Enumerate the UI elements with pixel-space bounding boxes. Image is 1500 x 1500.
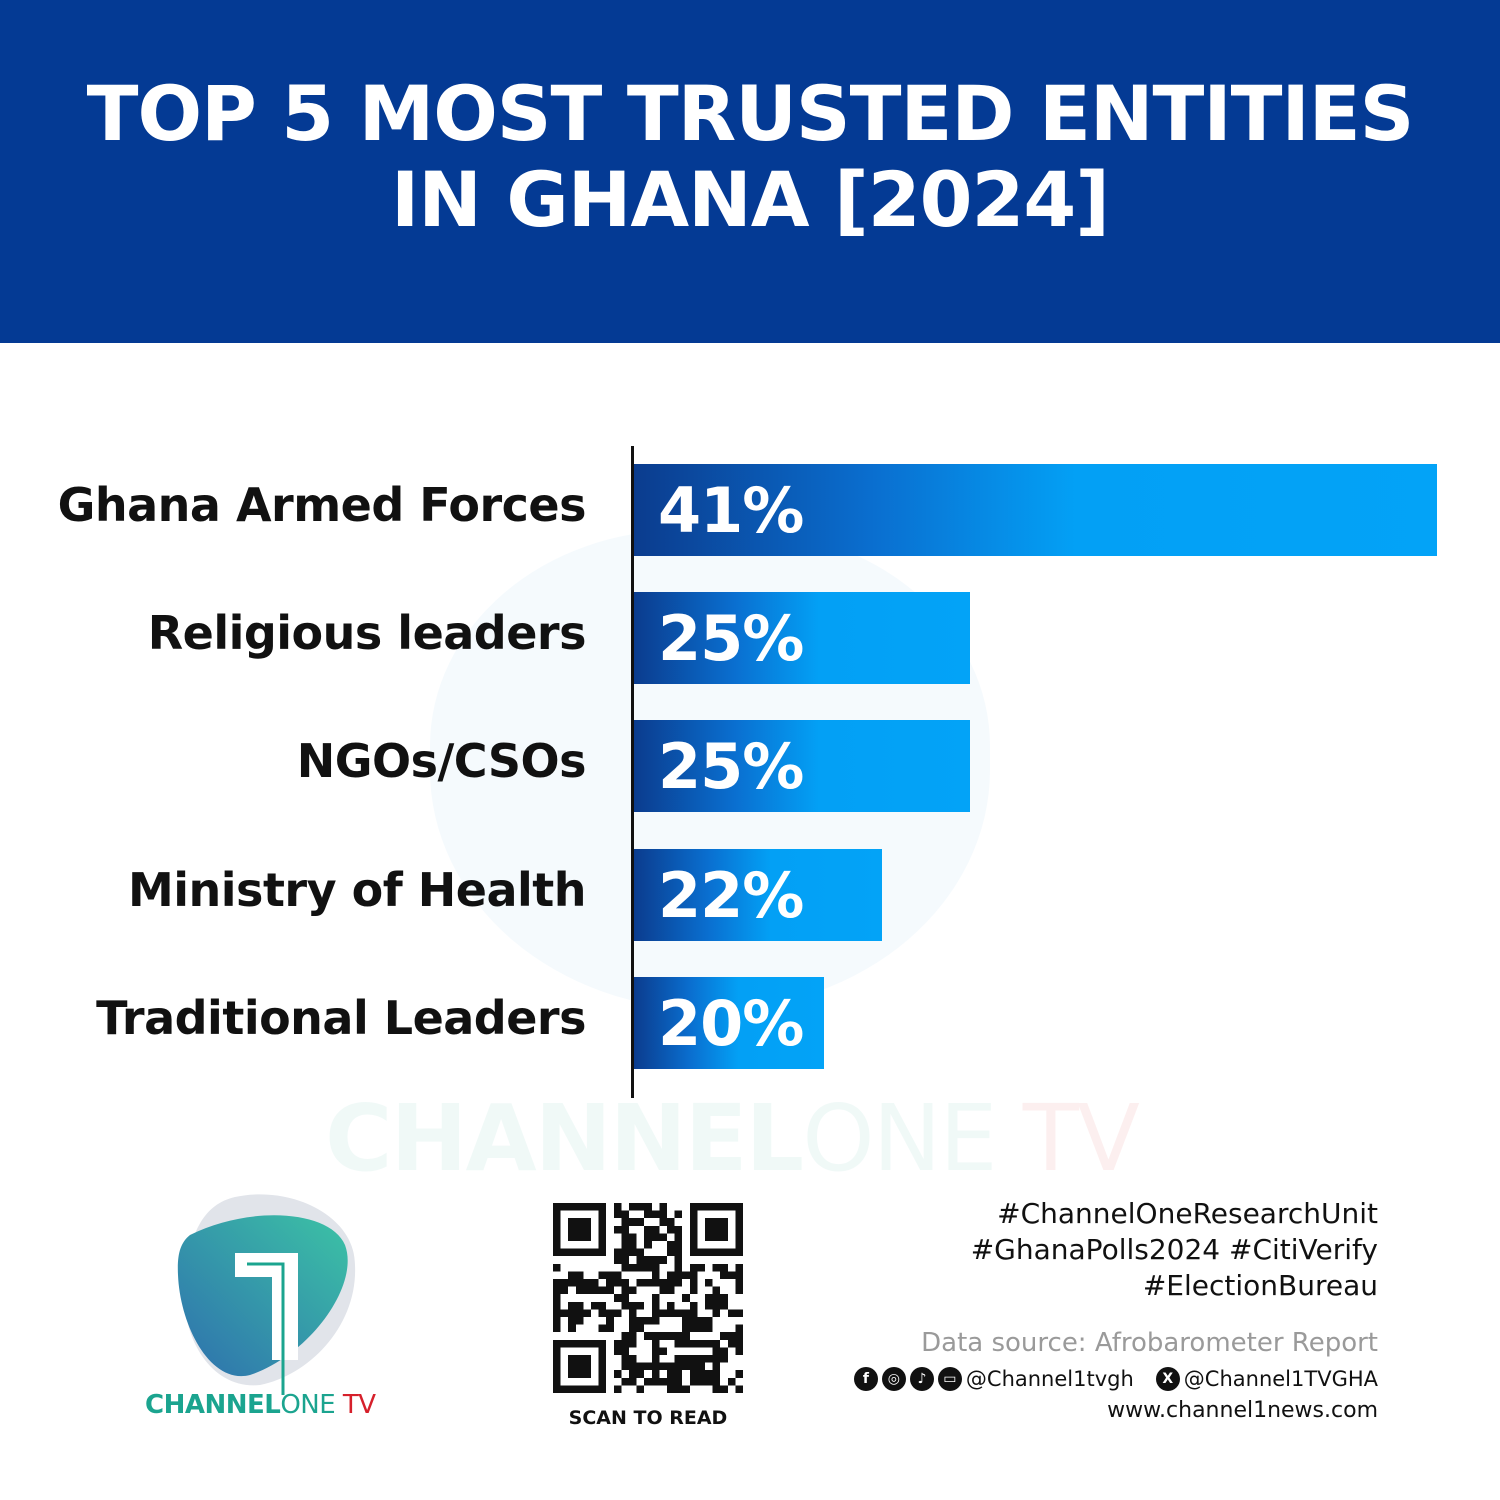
watermark-tv: TV <box>995 1085 1140 1192</box>
data-label: 41% <box>658 474 804 547</box>
x-icon[interactable]: X <box>1155 1367 1180 1391</box>
qr-caption: SCAN TO READ <box>568 1407 728 1429</box>
instagram-icon[interactable]: ◎ <box>881 1367 906 1391</box>
bar: 20% <box>634 977 824 1069</box>
bar: 25% <box>634 592 970 684</box>
y-axis-line <box>631 446 634 1098</box>
website-link[interactable]: www.channel1news.com <box>1107 1398 1378 1423</box>
logo-one: ONE <box>280 1390 336 1420</box>
qr-code-icon[interactable] <box>553 1203 743 1393</box>
logo-brand: CHANNEL <box>145 1390 281 1420</box>
category-label: Religious leaders <box>147 606 587 660</box>
data-label: 22% <box>658 859 804 932</box>
bar: 25% <box>634 720 970 812</box>
hashtag-line: #ChannelOneResearchUnit <box>997 1197 1378 1230</box>
logo-wordmark: CHANNELONE TV <box>145 1390 376 1420</box>
channel-one-logo-icon <box>177 1194 356 1395</box>
data-label: 20% <box>658 987 804 1060</box>
bar: 41% <box>634 464 1437 556</box>
category-label: NGOs/CSOs <box>296 734 587 788</box>
logo-tv: TV <box>335 1390 376 1420</box>
facebook-icon[interactable]: f <box>853 1367 878 1391</box>
tiktok-icon[interactable]: ♪ <box>909 1367 934 1391</box>
page-title: TOP 5 MOST TRUSTED ENTITIES IN GHANA [20… <box>86 68 1415 244</box>
hashtag-line: #GhanaPolls2024 #CitiVerify <box>970 1233 1378 1266</box>
watermark-text: CHANNELONE TV <box>325 1085 1140 1192</box>
handle-main[interactable]: @Channel1tvgh <box>965 1367 1134 1391</box>
data-label: 25% <box>658 730 804 803</box>
hashtag-line: #ElectionBureau <box>1142 1269 1378 1302</box>
hashtags: #ChannelOneResearchUnit #GhanaPolls2024 … <box>971 1196 1378 1304</box>
data-label: 25% <box>658 602 804 675</box>
header-banner: TOP 5 MOST TRUSTED ENTITIES IN GHANA [20… <box>0 0 1500 343</box>
data-source: Data source: Afrobarometer Report <box>921 1328 1378 1358</box>
youtube-icon[interactable]: ▭ <box>937 1367 962 1391</box>
bar: 22% <box>634 849 883 941</box>
category-label: Ministry of Health <box>128 863 587 917</box>
category-label: Ghana Armed Forces <box>57 478 587 532</box>
category-label: Traditional Leaders <box>96 991 586 1045</box>
social-handles: f ◎ ♪ ▭ @Channel1tvgh X @Channel1TVGHA <box>853 1367 1378 1391</box>
watermark-brand: CHANNEL <box>325 1085 804 1192</box>
watermark-one: ONE <box>802 1085 997 1192</box>
handle-x[interactable]: @Channel1TVGHA <box>1183 1367 1378 1391</box>
